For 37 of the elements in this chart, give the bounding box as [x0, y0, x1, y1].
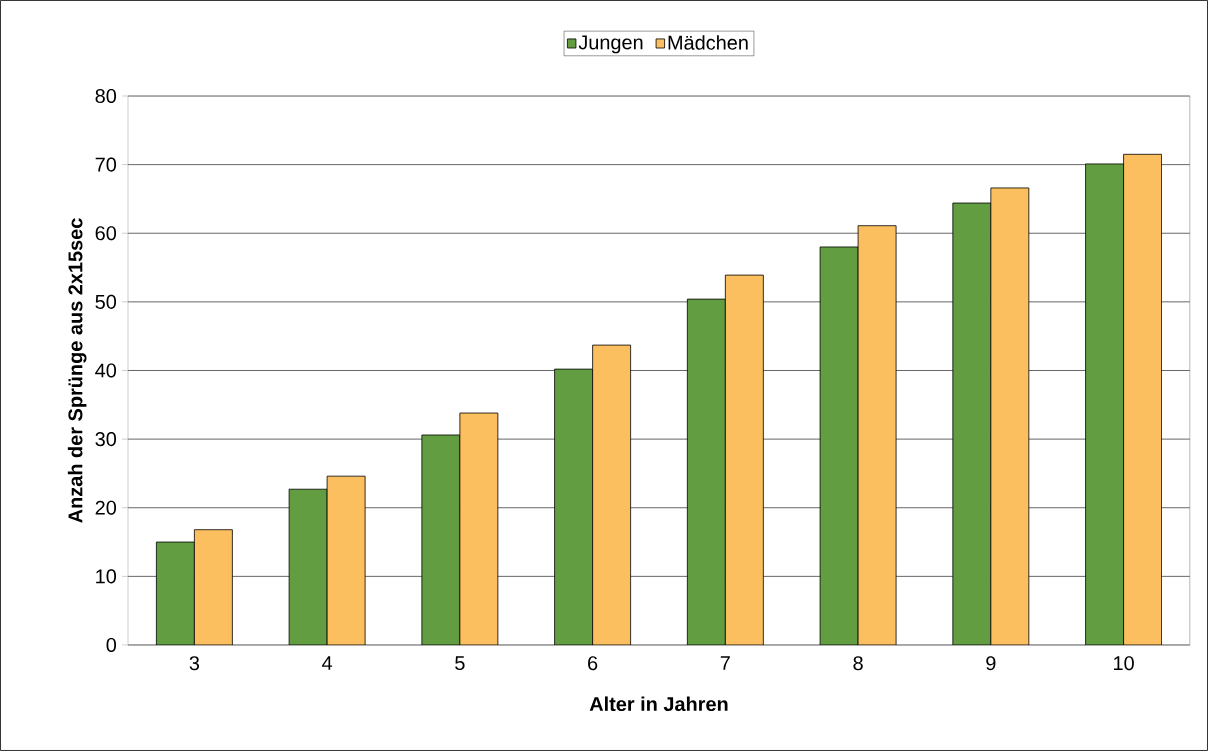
bar — [952, 202, 992, 645]
y-tick-label: 50 — [95, 294, 117, 309]
y-tick-label: 60 — [95, 226, 117, 241]
x-tick-label: 6 — [588, 656, 598, 671]
y-axis-title: Anzah der Sprünge aus 2x15sec — [67, 218, 87, 523]
legend-label: Mädchen — [668, 35, 748, 50]
y-tick-label: 70 — [95, 157, 117, 172]
bar — [288, 488, 328, 645]
y-tick-label: 20 — [95, 500, 117, 515]
bar — [686, 298, 726, 645]
x-axis-title: Alter in Jahren — [589, 696, 728, 712]
bar — [155, 541, 195, 645]
bar — [193, 529, 233, 645]
y-tick-label: 0 — [106, 637, 117, 653]
bar — [459, 412, 499, 645]
x-tick-label: 9 — [986, 656, 996, 671]
bar — [326, 475, 366, 645]
bar — [857, 225, 897, 645]
bar — [1123, 153, 1162, 645]
y-tick-label: 40 — [95, 363, 117, 378]
bar — [819, 246, 859, 645]
y-tick-label: 10 — [96, 569, 117, 584]
bar — [421, 434, 461, 645]
bar — [592, 344, 632, 645]
x-tick-label: 5 — [455, 656, 465, 671]
bar — [724, 274, 764, 645]
bar — [1085, 163, 1124, 645]
bar — [554, 368, 594, 645]
x-tick-label: 7 — [720, 656, 730, 670]
y-tick-label: 80 — [95, 88, 117, 104]
y-tick-label: 30 — [95, 432, 117, 447]
x-tick-label: 3 — [189, 656, 200, 671]
x-tick-label: 10 — [1114, 656, 1134, 671]
bar — [990, 187, 1030, 645]
x-tick-label: 4 — [322, 656, 333, 670]
legend-label: Jungen — [578, 35, 643, 54]
x-tick-label: 8 — [853, 656, 863, 671]
